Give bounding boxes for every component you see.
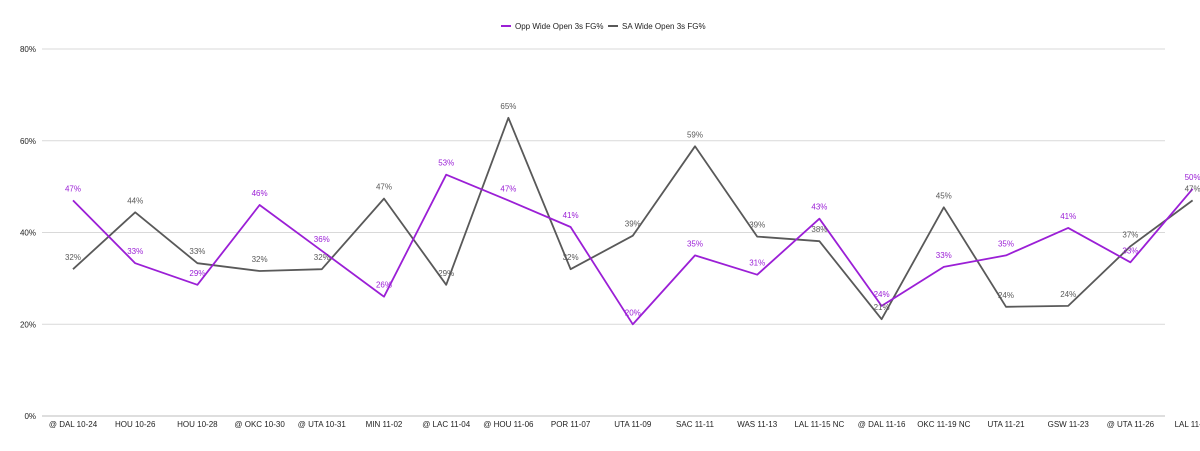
legend-label-sa: SA Wide Open 3s FG%	[622, 22, 706, 31]
data-label-opp: 53%	[438, 159, 454, 168]
x-tick-label: MIN 11-02	[366, 420, 403, 429]
legend-label-opp: Opp Wide Open 3s FG%	[515, 22, 603, 31]
data-label-sa: 38%	[811, 225, 827, 234]
data-label-opp: 43%	[811, 203, 827, 212]
x-tick-label: @ LAC 11-04	[422, 420, 471, 429]
data-label-opp: 47%	[500, 184, 516, 193]
x-tick-label: @ OKC 10-30	[234, 420, 285, 429]
data-label-opp: 47%	[65, 184, 81, 193]
data-label-sa: 47%	[376, 183, 392, 192]
data-label-sa: 21%	[874, 303, 890, 312]
data-label-opp: 41%	[563, 211, 579, 220]
data-label-opp: 33%	[1122, 246, 1138, 255]
x-tick-label: WAS 11-13	[737, 420, 778, 429]
data-label-sa: 65%	[500, 102, 516, 111]
data-label-opp: 20%	[625, 308, 641, 317]
data-label-opp: 31%	[749, 259, 765, 268]
data-label-sa: 59%	[687, 130, 703, 139]
y-tick-label: 20%	[20, 320, 36, 329]
data-label-opp: 35%	[998, 239, 1014, 248]
data-label-sa: 39%	[625, 220, 641, 229]
data-label-sa: 33%	[189, 247, 205, 256]
y-axis: 0% 20% 40% 60% 80%	[20, 45, 36, 421]
x-tick-label: OKC 11-19 NC	[917, 420, 970, 429]
data-label-opp: 29%	[189, 269, 205, 278]
y-tick-label: 40%	[20, 229, 36, 238]
data-label-opp: 41%	[1060, 212, 1076, 221]
data-label-sa: 24%	[1060, 290, 1076, 299]
data-label-opp: 35%	[687, 239, 703, 248]
data-label-sa: 45%	[936, 191, 952, 200]
x-tick-label: @ DAL 10-24	[49, 420, 98, 429]
data-label-sa: 44%	[127, 196, 143, 205]
x-tick-label: GSW 11-23	[1048, 420, 1090, 429]
data-label-opp: 26%	[376, 281, 392, 290]
data-label-opp: 33%	[127, 247, 143, 256]
data-label-sa: 29%	[438, 269, 454, 278]
data-label-sa: 47%	[1185, 184, 1200, 193]
data-labels: 47% 33% 29% 46% 36% 26% 53% 47% 41% 20% 35% 31% 43% 2…	[65, 102, 1200, 317]
x-tick-label: UTA 11-09	[614, 420, 652, 429]
data-label-sa: 32%	[314, 253, 330, 262]
x-tick-label: SAC 11-11	[676, 420, 714, 429]
y-tick-label: 60%	[20, 137, 36, 146]
data-label-opp: 50%	[1185, 173, 1200, 182]
x-tick-label: POR 11-07	[551, 420, 591, 429]
data-label-opp: 46%	[252, 189, 268, 198]
series-line-opp	[72, 173, 1194, 326]
data-label-opp: 36%	[314, 235, 330, 244]
x-tick-label: HOU 10-26	[115, 420, 156, 429]
x-tick-label: @ UTA 11-26	[1107, 420, 1155, 429]
x-tick-label: @ HOU 11-06	[483, 420, 534, 429]
data-label-sa: 32%	[65, 253, 81, 262]
x-tick-label: @ UTA 10-31	[298, 420, 347, 429]
series-line-sa	[72, 116, 1194, 321]
y-tick-label: 80%	[20, 45, 36, 54]
data-label-sa: 37%	[1122, 230, 1138, 239]
x-tick-label: LAL 11-15 NC	[794, 420, 844, 429]
x-axis: @ DAL 10-24 HOU 10-26 HOU 10-28 @ OKC 10-30…	[49, 420, 1200, 429]
x-tick-label: HOU 10-28	[177, 420, 218, 429]
series-layer	[72, 116, 1194, 326]
gridlines	[42, 48, 1165, 417]
x-tick-label: @ DAL 11-16	[858, 420, 906, 429]
data-label-opp: 24%	[874, 290, 890, 299]
data-label-sa: 32%	[252, 255, 268, 264]
y-tick-label: 0%	[24, 412, 36, 421]
legend: Opp Wide Open 3s FG% SA Wide Open 3s FG%	[501, 22, 706, 31]
data-label-sa: 24%	[998, 291, 1014, 300]
x-tick-label: UTA 11-21	[987, 420, 1025, 429]
data-label-opp: 33%	[936, 251, 952, 260]
x-tick-label: LAL 11-27	[1175, 420, 1200, 429]
data-label-sa: 39%	[749, 221, 765, 230]
data-label-sa: 32%	[563, 253, 579, 262]
